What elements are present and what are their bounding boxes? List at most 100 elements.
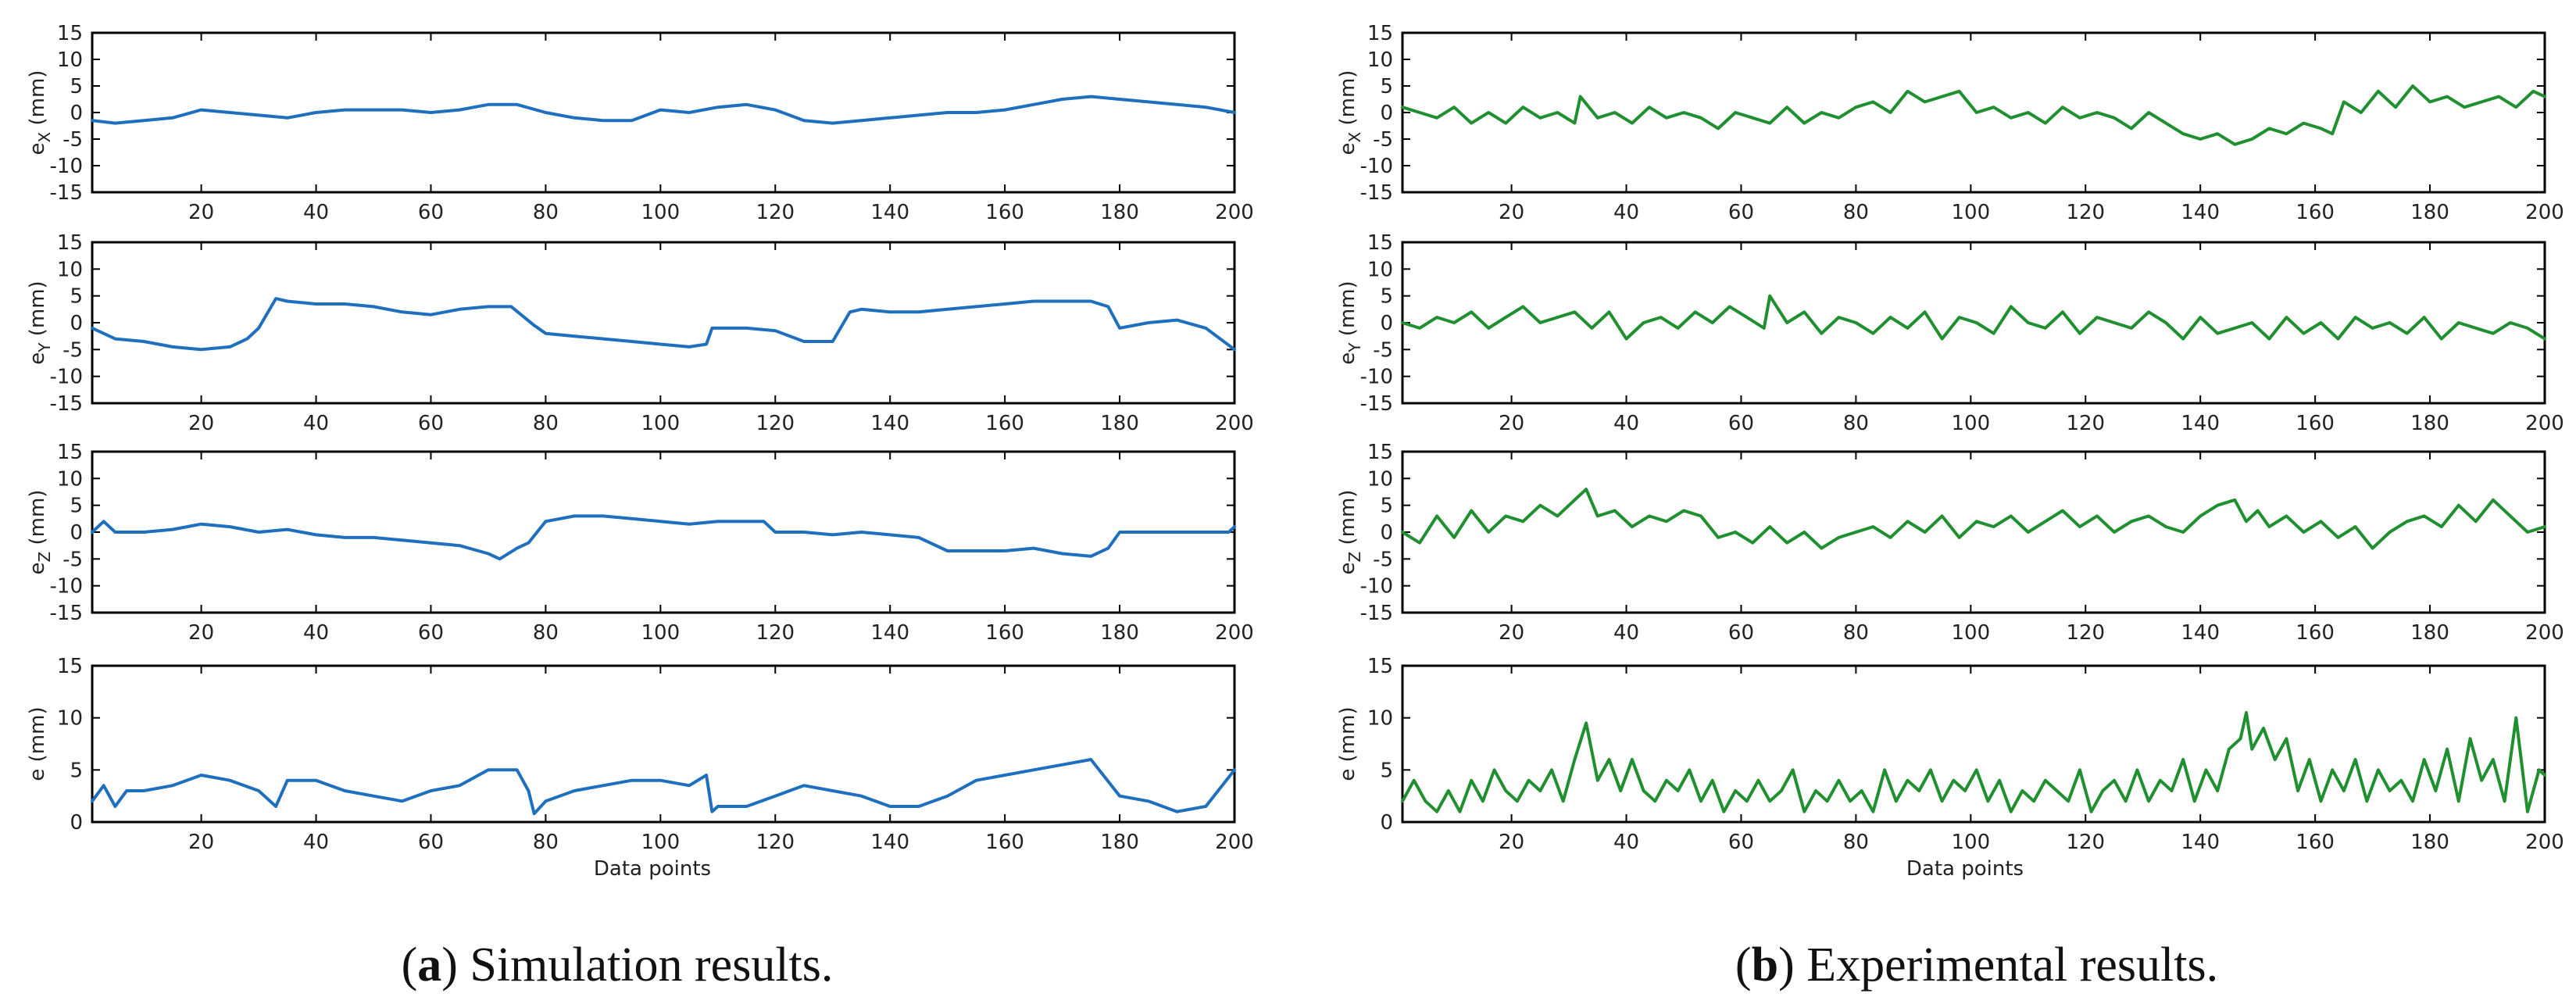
panel-b-ey-xtick-label: 40	[1613, 412, 1639, 435]
panel-a-ey-xtick-label: 200	[1215, 412, 1254, 435]
panel-b-ey-xtick-label: 80	[1843, 412, 1869, 435]
xlabel-panel-a: Data points	[594, 857, 711, 881]
caption-b-letter: b	[1752, 938, 1778, 992]
panel-b-ez-xtick-label: 100	[1952, 621, 1991, 645]
panel-b-ex-ylabel-unit: (mm)	[1336, 70, 1359, 132]
panel-b-ex-ytick-label: 5	[1380, 75, 1393, 98]
panel-a-ey-xtick-label: 120	[756, 412, 795, 435]
panel-a-ex-xtick-label: 200	[1215, 201, 1254, 224]
panel-a-ez-xtick-label: 80	[533, 621, 559, 645]
panel-a-e-xtick-label: 180	[1100, 831, 1139, 854]
panel-a-ez-xtick-label: 120	[756, 621, 795, 645]
panel-a-ez-ytick-label: -10	[50, 575, 83, 599]
panel-a-ey-ytick-label: -5	[63, 338, 83, 362]
panel-a-ez-ytick-label: 5	[70, 495, 83, 518]
panel-b-e-xtick-label: 140	[2181, 831, 2220, 854]
panel-a-e-xtick-label: 160	[985, 831, 1024, 854]
panel-b-ez-ytick-label: -5	[1373, 548, 1393, 571]
panel-b-ex-ytick-label: -15	[1360, 181, 1393, 205]
panel-a-ez-ytick-label: -5	[63, 548, 83, 571]
panel-a-e-ytick-label: 10	[57, 707, 83, 731]
panel-a-ez-xtick-label: 60	[418, 621, 444, 645]
panel-b-ey-xtick-label: 200	[2525, 412, 2564, 435]
panel-a-e-ylabel: e (mm)	[26, 706, 49, 781]
panel-a-ey-ylabel-unit: (mm)	[26, 281, 49, 342]
panel-b-e-xtick-label: 120	[2066, 831, 2105, 854]
panel-b-ey-subplot: -15 -10 -5 0 5 10 15 20 40 60 80 100 120 140 160 180 200…	[1336, 231, 2564, 435]
panel-a-e-xtick-label: 140	[870, 831, 909, 854]
panel-a-ez-ytick-label: 10	[57, 467, 83, 491]
panel-a-e-xtick-label: 20	[188, 831, 214, 854]
panel-b-ex-xtick-label: 60	[1728, 201, 1754, 224]
panel-b-ez-subplot: -15 -10 -5 0 5 10 15 20 40 60 80 100 120 140 160 180 200…	[1336, 441, 2564, 645]
panel-a-ey-xtick-label: 100	[641, 412, 681, 435]
panel-a-ex-ytick-label: 0	[70, 102, 83, 125]
panel-b-ex-xtick-label: 200	[2525, 201, 2564, 224]
panel-b-ey-series-line	[1401, 294, 2546, 341]
panel-b-e-ytick-label: 10	[1367, 707, 1393, 731]
panel-a-ey-xtick-label: 180	[1100, 412, 1139, 435]
panel-b-ez-xtick-label: 140	[2181, 621, 2220, 645]
panel-a-ez-xtick-label: 140	[870, 621, 909, 645]
panel-b-e-xtick-label: 20	[1499, 831, 1524, 854]
panel-a-ez-ylabel-main: e	[26, 562, 49, 574]
panel-a-ex-ylabel: eX (mm)	[26, 70, 54, 155]
panel-b-e-ytick-label: 15	[1367, 655, 1393, 678]
panel-a-ex-xtick-label: 180	[1100, 201, 1139, 224]
caption-a-close-paren: )	[441, 938, 458, 992]
panel-a-ex-frame	[91, 31, 1236, 194]
panel-b-ex-xtick-label: 120	[2066, 201, 2105, 224]
panel-b-ex-ytick-label: 10	[1367, 48, 1393, 72]
panel-b-ez-xtick-label: 120	[2066, 621, 2105, 645]
panel-a-ey-series-line	[91, 297, 1236, 352]
panel-a-e-frame	[91, 664, 1236, 824]
panel-a-ex-xtick-label: 160	[985, 201, 1024, 224]
panel-a-ex-ytick-label: 5	[70, 75, 83, 98]
panel-b-ez-xtick-label: 60	[1728, 621, 1754, 645]
panel-b-e-ylabel: e (mm)	[1336, 706, 1359, 781]
panel-b-ex-ylabel-sub: X	[1345, 131, 1364, 142]
panel-b-ez-ylabel-sub: Z	[1345, 552, 1364, 563]
panel-a-ez-xtick-label: 200	[1215, 621, 1254, 645]
panel-b-e-ytick-label: 0	[1380, 811, 1393, 835]
panel-a-ez-ytick-label: 0	[70, 521, 83, 545]
panel-a-ez-xtick-label: 20	[188, 621, 214, 645]
panel-b-ex-xtick-label: 80	[1843, 201, 1869, 224]
panel-b-ez-ylabel-main: e	[1336, 562, 1359, 574]
panel-a-ey-xtick-label: 20	[188, 412, 214, 435]
panel-a-ex-xtick-label: 100	[641, 201, 681, 224]
panel-a-ez-subplot: -15 -10 -5 0 5 10 15 20 40 60 80 100 120 140 160 180 200…	[26, 441, 1254, 645]
panel-b-ey-ytick-label: 10	[1367, 258, 1393, 281]
panel-a-ey-ytick-label: 5	[70, 285, 83, 309]
panel-a-ex-ytick-label: -5	[63, 128, 83, 152]
panel-b-ez-xtick-label: 20	[1499, 621, 1524, 645]
panel-a-e-series-line	[91, 758, 1236, 816]
panel-a-ey-ylabel: eY (mm)	[26, 281, 54, 364]
panel-b-ey-ytick-label: -15	[1360, 392, 1393, 416]
panel-b-ez-ylabel: eZ (mm)	[1336, 490, 1364, 575]
panel-a-ey-xtick-label: 40	[303, 412, 329, 435]
panel-a-ey-subplot: -15 -10 -5 0 5 10 15 20 40 60 80 100 120 140 160 180 200…	[26, 231, 1254, 435]
panel-b-e-ylabel-unit: (mm)	[1336, 706, 1359, 768]
panel-a-ex-subplot: -15 -10 -5 0 5 10 15 20 40 60 80 100 120 140 160 180 200…	[26, 22, 1254, 224]
panel-a-ez-ylabel-unit: (mm)	[26, 490, 49, 552]
panel-b-ey-xtick-label: 160	[2296, 412, 2335, 435]
panel-b-ez-xtick-label: 80	[1843, 621, 1869, 645]
panel-b-ex-xtick-label: 20	[1499, 201, 1524, 224]
caption-panel-a: (a) Simulation results.	[402, 938, 834, 992]
panel-a-e-subplot: 0 5 10 15 20 40 60 80 100 120 140 160 180 200 e (mm)	[26, 655, 1254, 854]
panel-b-ez-ytick-label: 15	[1367, 441, 1393, 464]
panel-b-ez-ytick-label: 10	[1367, 467, 1393, 491]
panel-a-e-xtick-label: 80	[533, 831, 559, 854]
panel-b-e-ytick-label: 5	[1380, 759, 1393, 782]
panel-a-e-xtick-label: 60	[418, 831, 444, 854]
panel-a-ey-xtick-label: 80	[533, 412, 559, 435]
xlabel-panel-b: Data points	[1906, 857, 2024, 881]
panel-a-ez-ytick-label: -15	[50, 602, 83, 625]
panel-b-ey-xtick-label: 100	[1952, 412, 1991, 435]
panel-b-ey-ytick-label: 15	[1367, 231, 1393, 255]
panel-a-e-xtick-label: 100	[641, 831, 681, 854]
panel-a-ex-ytick-label: -15	[50, 181, 83, 205]
